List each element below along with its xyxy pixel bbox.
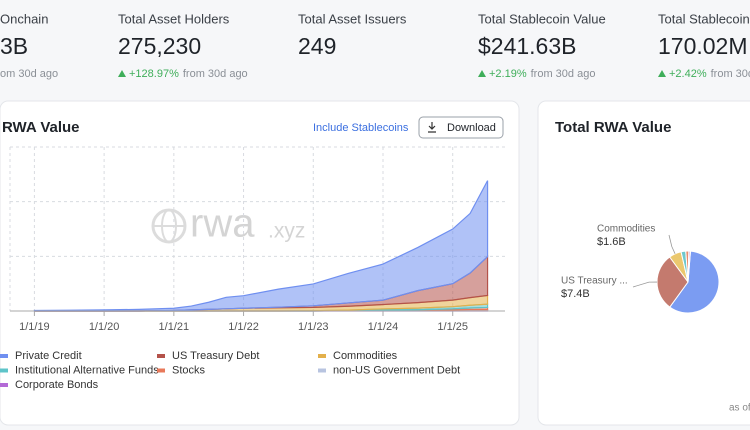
pie-label: Commodities bbox=[597, 224, 655, 235]
stat-change: +128.97% bbox=[129, 68, 179, 80]
x-tick-label: 1/1/19 bbox=[19, 321, 50, 333]
stat-label: Total Stablecoin Value bbox=[478, 11, 606, 26]
legend-label: Stocks bbox=[172, 364, 206, 376]
footnote: as of bbox=[729, 403, 750, 414]
rwa-value-card bbox=[0, 100, 520, 426]
legend-swatch bbox=[318, 354, 326, 358]
legend-swatch bbox=[157, 354, 165, 358]
up-arrow bbox=[478, 70, 486, 77]
stat-label: Onchain bbox=[0, 11, 48, 26]
stat-change: +2.42% bbox=[669, 68, 707, 80]
button-frame bbox=[418, 116, 504, 139]
x-tick-label: 1/1/25 bbox=[437, 321, 468, 333]
legend-swatch bbox=[318, 368, 326, 373]
pie-value-label: $1.6B bbox=[597, 236, 626, 248]
total-rwa-card bbox=[537, 100, 750, 426]
leader-line bbox=[668, 234, 676, 254]
legend-swatch bbox=[0, 368, 8, 373]
watermark-main: rwa bbox=[190, 202, 255, 246]
x-tick-label: 1/1/20 bbox=[89, 321, 120, 333]
stat-change: +2.19% bbox=[489, 68, 527, 80]
card-title: RWA Value bbox=[2, 119, 80, 136]
pie-slice bbox=[656, 256, 689, 308]
legend-swatch bbox=[0, 383, 8, 387]
x-tick-label: 1/1/24 bbox=[368, 321, 399, 333]
stat-value: 170.02M bbox=[658, 33, 748, 59]
pie-label: US Treasury ... bbox=[561, 276, 628, 287]
card-title: Total RWA Value bbox=[555, 119, 671, 136]
stat-suffix: from 30d ago bbox=[531, 68, 596, 80]
x-tick-label: 1/1/22 bbox=[228, 321, 259, 333]
legend-swatch bbox=[0, 354, 8, 358]
pie-slice bbox=[669, 250, 720, 314]
stat-suffix: from 30d ago bbox=[183, 68, 248, 80]
watermark: rwa .xyz bbox=[151, 202, 305, 246]
legend-swatch bbox=[157, 368, 165, 373]
x-tick-label: 1/1/21 bbox=[159, 321, 190, 333]
stat-value: $241.63B bbox=[478, 33, 576, 59]
download-button[interactable]: Download bbox=[418, 116, 504, 139]
legend-label: Institutional Alternative Funds bbox=[15, 364, 159, 376]
include-stablecoins[interactable]: Include Stablecoins bbox=[313, 122, 409, 134]
legend-label: Private Credit bbox=[15, 350, 82, 362]
legend-label: Corporate Bonds bbox=[15, 379, 99, 391]
watermark-suffix: .xyz bbox=[268, 220, 305, 243]
stat-label: Total Asset Holders bbox=[118, 11, 230, 26]
button-label: Download bbox=[447, 122, 496, 134]
stat-value: 275,230 bbox=[118, 33, 201, 59]
download-icon bbox=[428, 122, 436, 133]
stat-value: 3B bbox=[0, 33, 28, 59]
stat-suffix: from 30d ago bbox=[711, 68, 750, 80]
stat-suffix: om 30d ago bbox=[0, 68, 58, 80]
legend-label: non-US Government Debt bbox=[333, 364, 460, 376]
leader-line bbox=[632, 281, 658, 288]
area-series bbox=[33, 180, 489, 312]
stat-label: Total Asset Issuers bbox=[298, 11, 407, 26]
pie-slice bbox=[687, 250, 692, 283]
stat-value: 249 bbox=[298, 33, 336, 59]
legend-label: Commodities bbox=[333, 350, 398, 362]
legend-label: US Treasury Debt bbox=[172, 350, 259, 362]
pie-value-label: $7.4B bbox=[561, 288, 590, 300]
up-arrow bbox=[658, 70, 666, 77]
stat-label: Total Stablecoin I bbox=[658, 11, 750, 26]
x-tick-label: 1/1/23 bbox=[298, 321, 329, 333]
up-arrow bbox=[118, 70, 126, 77]
